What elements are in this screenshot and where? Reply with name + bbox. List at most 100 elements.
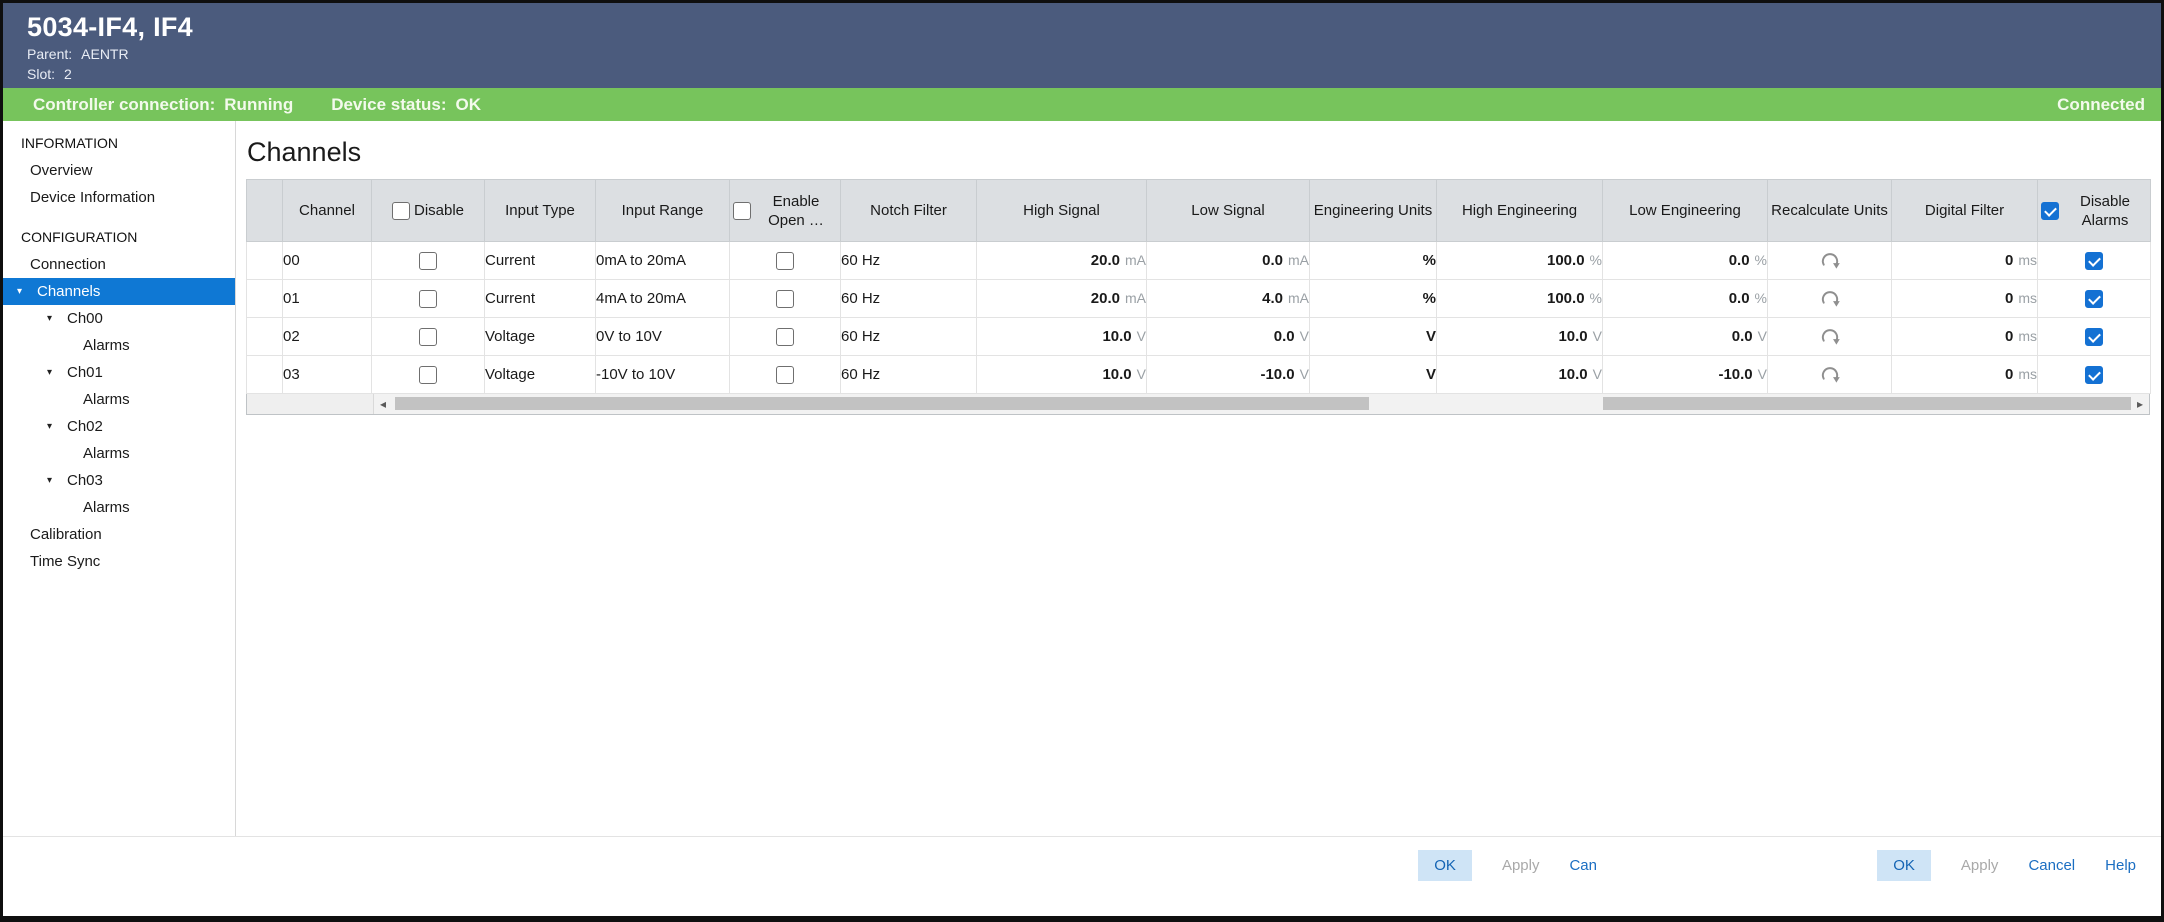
cell-low-eng[interactable]: 0.0 V (1602, 317, 1768, 356)
cell-input-range[interactable]: 0mA to 20mA (595, 241, 730, 280)
cell-high-eng[interactable]: 10.0 V (1436, 317, 1603, 356)
column-header-content: Notch Filter (844, 201, 973, 220)
cell-input-type[interactable]: Current (484, 241, 596, 280)
cell-input-type[interactable]: Voltage (484, 317, 596, 356)
cell-eng-units[interactable]: V (1309, 355, 1437, 394)
cell-eng-units[interactable]: % (1309, 279, 1437, 318)
ok-button-inner[interactable]: OK (1418, 850, 1472, 881)
cell-high-eng[interactable]: 100.0% (1436, 279, 1603, 318)
horizontal-scrollbar[interactable]: ◂ ▸ (246, 394, 2150, 415)
recalculate-units-button[interactable] (1767, 279, 1892, 318)
disable-alarms-checkbox[interactable] (2085, 251, 2103, 270)
row-selector[interactable] (246, 279, 283, 318)
cell-low-signal[interactable]: 0.0 V (1146, 317, 1310, 356)
cell-input-range[interactable]: -10V to 10V (595, 355, 730, 394)
disable-alarms-all-checkbox[interactable] (2041, 201, 2059, 220)
row-selector[interactable] (246, 317, 283, 356)
recalculate-units-button[interactable] (1767, 355, 1892, 394)
sidebar-item-ch00[interactable]: ▾ Ch00 (3, 305, 235, 332)
cell-input-range[interactable]: 4mA to 20mA (595, 279, 730, 318)
expand-collapse-icon[interactable]: ▾ (17, 286, 23, 297)
cell-digital-filter[interactable]: 0 ms (1891, 279, 2038, 318)
enable-open-checkbox[interactable] (776, 327, 794, 346)
apply-button[interactable]: Apply (1960, 857, 1999, 874)
cell-notch-filter[interactable]: 60 Hz (840, 355, 977, 394)
cell-high-signal[interactable]: 20.0 mA (976, 279, 1147, 318)
cell-input-type[interactable]: Voltage (484, 355, 596, 394)
cell-low-signal[interactable]: 4.0 mA (1146, 279, 1310, 318)
sidebar-item-label: Ch03 (67, 472, 103, 489)
enable-open-all-checkbox[interactable] (733, 201, 751, 220)
row-selector[interactable] (246, 355, 283, 394)
disable-checkbox[interactable] (419, 289, 437, 308)
scrollbar-thumb[interactable] (1603, 397, 2131, 410)
cell-notch-filter[interactable]: 60 Hz (840, 279, 977, 318)
scroll-right-arrow-icon[interactable]: ▸ (2136, 397, 2144, 411)
cell-low-signal[interactable]: -10.0 V (1146, 355, 1310, 394)
disable-alarms-checkbox[interactable] (2085, 365, 2103, 384)
cell-digital-filter[interactable]: 0 ms (1891, 355, 2038, 394)
cell-high-eng[interactable]: 10.0 V (1436, 355, 1603, 394)
disable-alarms-checkbox[interactable] (2085, 327, 2103, 346)
sidebar-item-overview[interactable]: Overview (3, 157, 235, 184)
enable-open-checkbox[interactable] (776, 365, 794, 384)
sidebar-item-connection[interactable]: Connection (3, 251, 235, 278)
column-header-row-selector (246, 179, 283, 242)
sidebar-item-calibration[interactable]: Calibration (3, 521, 235, 548)
cell-input-range[interactable]: 0V to 10V (595, 317, 730, 356)
disable-checkbox[interactable] (419, 365, 437, 384)
sidebar-item-time-sync[interactable]: Time Sync (3, 548, 235, 575)
cell-low-eng[interactable]: -10.0 V (1602, 355, 1768, 394)
cell-digital-filter[interactable]: 0 ms (1891, 241, 2038, 280)
value-text: 10.0 (1558, 328, 1588, 345)
cell-input-type[interactable]: Current (484, 279, 596, 318)
sidebar-item-ch03[interactable]: ▾ Ch03 (3, 467, 235, 494)
apply-button-inner[interactable]: Apply (1501, 857, 1540, 874)
enable-open-checkbox[interactable] (776, 289, 794, 308)
cell-notch-filter[interactable]: 60 Hz (840, 317, 977, 356)
recalculate-units-button[interactable] (1767, 241, 1892, 280)
cell-low-eng[interactable]: 0.0% (1602, 279, 1768, 318)
cell-notch-filter[interactable]: 60 Hz (840, 241, 977, 280)
scrollbar-thumb[interactable] (395, 397, 1369, 410)
cell-high-signal[interactable]: 20.0 mA (976, 241, 1147, 280)
disable-all-checkbox[interactable] (391, 201, 410, 220)
cell-low-eng[interactable]: 0.0% (1602, 241, 1768, 280)
refresh-icon[interactable] (1817, 324, 1843, 350)
value-text: -10.0 (1718, 366, 1753, 383)
cell-high-eng[interactable]: 100.0% (1436, 241, 1603, 280)
cell-high-signal[interactable]: 10.0 V (976, 317, 1147, 356)
help-button[interactable]: Help (2105, 857, 2136, 874)
cell-low-signal[interactable]: 0.0 mA (1146, 241, 1310, 280)
refresh-icon[interactable] (1817, 248, 1843, 274)
enable-open-checkbox[interactable] (776, 251, 794, 270)
disable-alarms-checkbox[interactable] (2085, 289, 2103, 308)
cell-digital-filter[interactable]: 0 ms (1891, 317, 2038, 356)
row-selector[interactable] (246, 241, 283, 280)
expand-collapse-icon[interactable]: ▾ (47, 421, 53, 432)
sidebar-item-ch01[interactable]: ▾ Ch01 (3, 359, 235, 386)
sidebar-item-alarms[interactable]: Alarms (3, 386, 235, 413)
sidebar-item-device-information[interactable]: Device Information (3, 184, 235, 211)
sidebar-item-alarms[interactable]: Alarms (3, 332, 235, 359)
expand-collapse-icon[interactable]: ▾ (47, 367, 53, 378)
cell-eng-units[interactable]: % (1309, 241, 1437, 280)
scroll-left-arrow-icon[interactable]: ◂ (379, 397, 387, 411)
ok-button[interactable]: OK (1877, 850, 1931, 881)
sidebar-item-ch02[interactable]: ▾ Ch02 (3, 413, 235, 440)
sidebar-item-alarms[interactable]: Alarms (3, 494, 235, 521)
recalculate-units-button[interactable] (1767, 317, 1892, 356)
can-button-inner[interactable]: Can (1569, 857, 1597, 874)
disable-checkbox[interactable] (419, 327, 437, 346)
sidebar-item-alarms[interactable]: Alarms (3, 440, 235, 467)
expand-collapse-icon[interactable]: ▾ (47, 313, 53, 324)
refresh-icon[interactable] (1817, 362, 1843, 388)
expand-collapse-icon[interactable]: ▾ (47, 475, 53, 486)
refresh-icon[interactable] (1817, 286, 1843, 312)
cancel-button[interactable]: Cancel (2028, 857, 2076, 874)
disable-checkbox[interactable] (419, 251, 437, 270)
sidebar-item-channels[interactable]: ▾ Channels (3, 278, 235, 305)
cell-high-signal[interactable]: 10.0 V (976, 355, 1147, 394)
cell-enable-open (729, 317, 841, 356)
cell-eng-units[interactable]: V (1309, 317, 1437, 356)
